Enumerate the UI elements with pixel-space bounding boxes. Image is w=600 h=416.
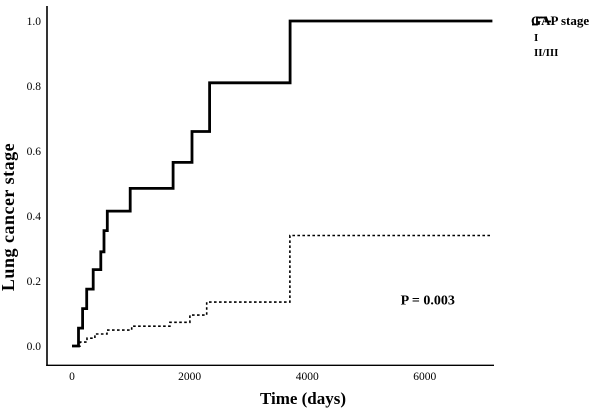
survival-curves bbox=[72, 19, 493, 348]
y-tick-label: 1.0 bbox=[27, 16, 42, 28]
x-tick-label: 0 bbox=[69, 371, 75, 383]
series-line-gap-i bbox=[77, 234, 493, 347]
solid-step-line-icon bbox=[532, 16, 551, 26]
y-tick-label: 0.2 bbox=[27, 276, 42, 288]
legend-label-stage-ii-iii: II/III bbox=[534, 46, 559, 59]
x-axis-title: Time (days) bbox=[260, 389, 346, 408]
y-tick-label: 0.8 bbox=[27, 81, 42, 93]
x-tick-label: 2000 bbox=[178, 371, 201, 383]
y-tick-label: 0.6 bbox=[27, 146, 42, 158]
y-tick-label: 0.4 bbox=[27, 211, 42, 223]
x-tick-label: 4000 bbox=[296, 371, 319, 383]
p-value-annotation: P = 0.003 bbox=[401, 294, 455, 309]
y-tick-label: 0.0 bbox=[27, 341, 42, 353]
series-line-gap-ii-iii bbox=[72, 19, 493, 348]
legend-item-stage-ii-iii: II/III bbox=[532, 16, 599, 59]
legend-item-stage-i: I bbox=[532, 16, 599, 44]
y-axis-ticks: 0.0 0.2 0.4 0.6 0.8 1.0 bbox=[27, 16, 42, 353]
x-tick-label: 6000 bbox=[413, 371, 436, 383]
legend-label-stage-i: I bbox=[534, 31, 539, 44]
legend: GAP stage I II/III bbox=[531, 13, 599, 59]
y-axis-title: Lung cancer stage bbox=[0, 143, 18, 291]
x-axis-ticks: 0 2000 4000 6000 bbox=[69, 371, 436, 383]
